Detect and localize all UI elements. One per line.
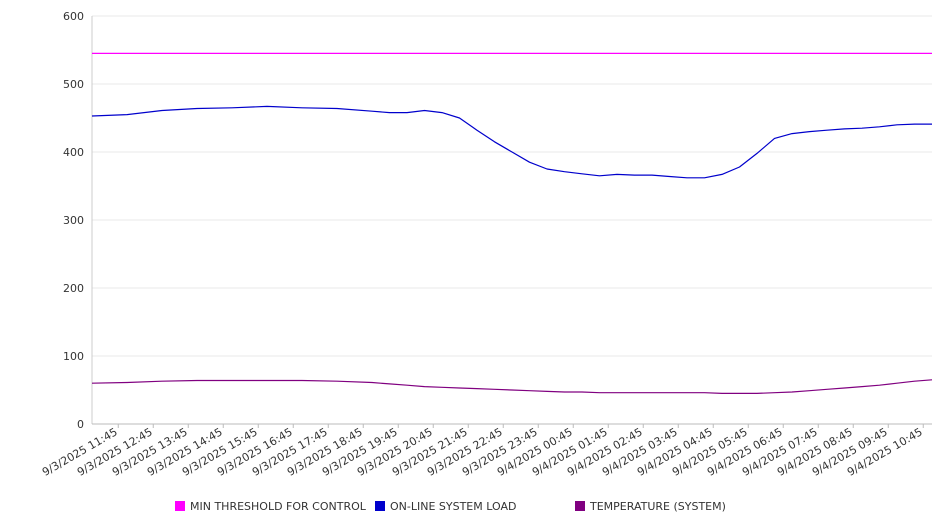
- y-tick-label: 300: [63, 214, 84, 227]
- y-tick-label: 100: [63, 350, 84, 363]
- grid-lines: [92, 15, 932, 357]
- legend-swatch: [175, 501, 185, 511]
- legend-item[interactable]: TEMPERATURE (SYSTEM): [575, 497, 726, 515]
- y-tick-label: 600: [63, 10, 84, 23]
- series-lines: [91, 52, 933, 394]
- legend-swatch: [575, 501, 585, 511]
- legend-label: TEMPERATURE (SYSTEM): [590, 499, 726, 513]
- y-tick-label: 0: [77, 418, 84, 431]
- legend-item[interactable]: MIN THRESHOLD FOR CONTROL: [175, 497, 366, 515]
- legend-label: ON-LINE SYSTEM LOAD: [390, 499, 517, 513]
- y-tick-label: 200: [63, 282, 84, 295]
- series-line-on-line-system-load: [91, 105, 932, 179]
- legend-label: MIN THRESHOLD FOR CONTROL: [190, 499, 366, 513]
- axes: [91, 16, 932, 428]
- chart-legend: MIN THRESHOLD FOR CONTROL ON-LINE SYSTEM …: [0, 497, 946, 515]
- y-tick-label: 400: [63, 146, 84, 159]
- series-line-temperature-system: [91, 379, 933, 394]
- x-tick-labels: 9/3/2025 11:459/3/2025 12:459/3/2025 13:…: [40, 425, 925, 479]
- legend-item[interactable]: ON-LINE SYSTEM LOAD: [375, 497, 516, 515]
- y-tick-label: 500: [63, 78, 84, 91]
- legend-swatch: [375, 501, 385, 511]
- y-tick-labels: 0 100 200 300 400 500 600: [63, 10, 84, 431]
